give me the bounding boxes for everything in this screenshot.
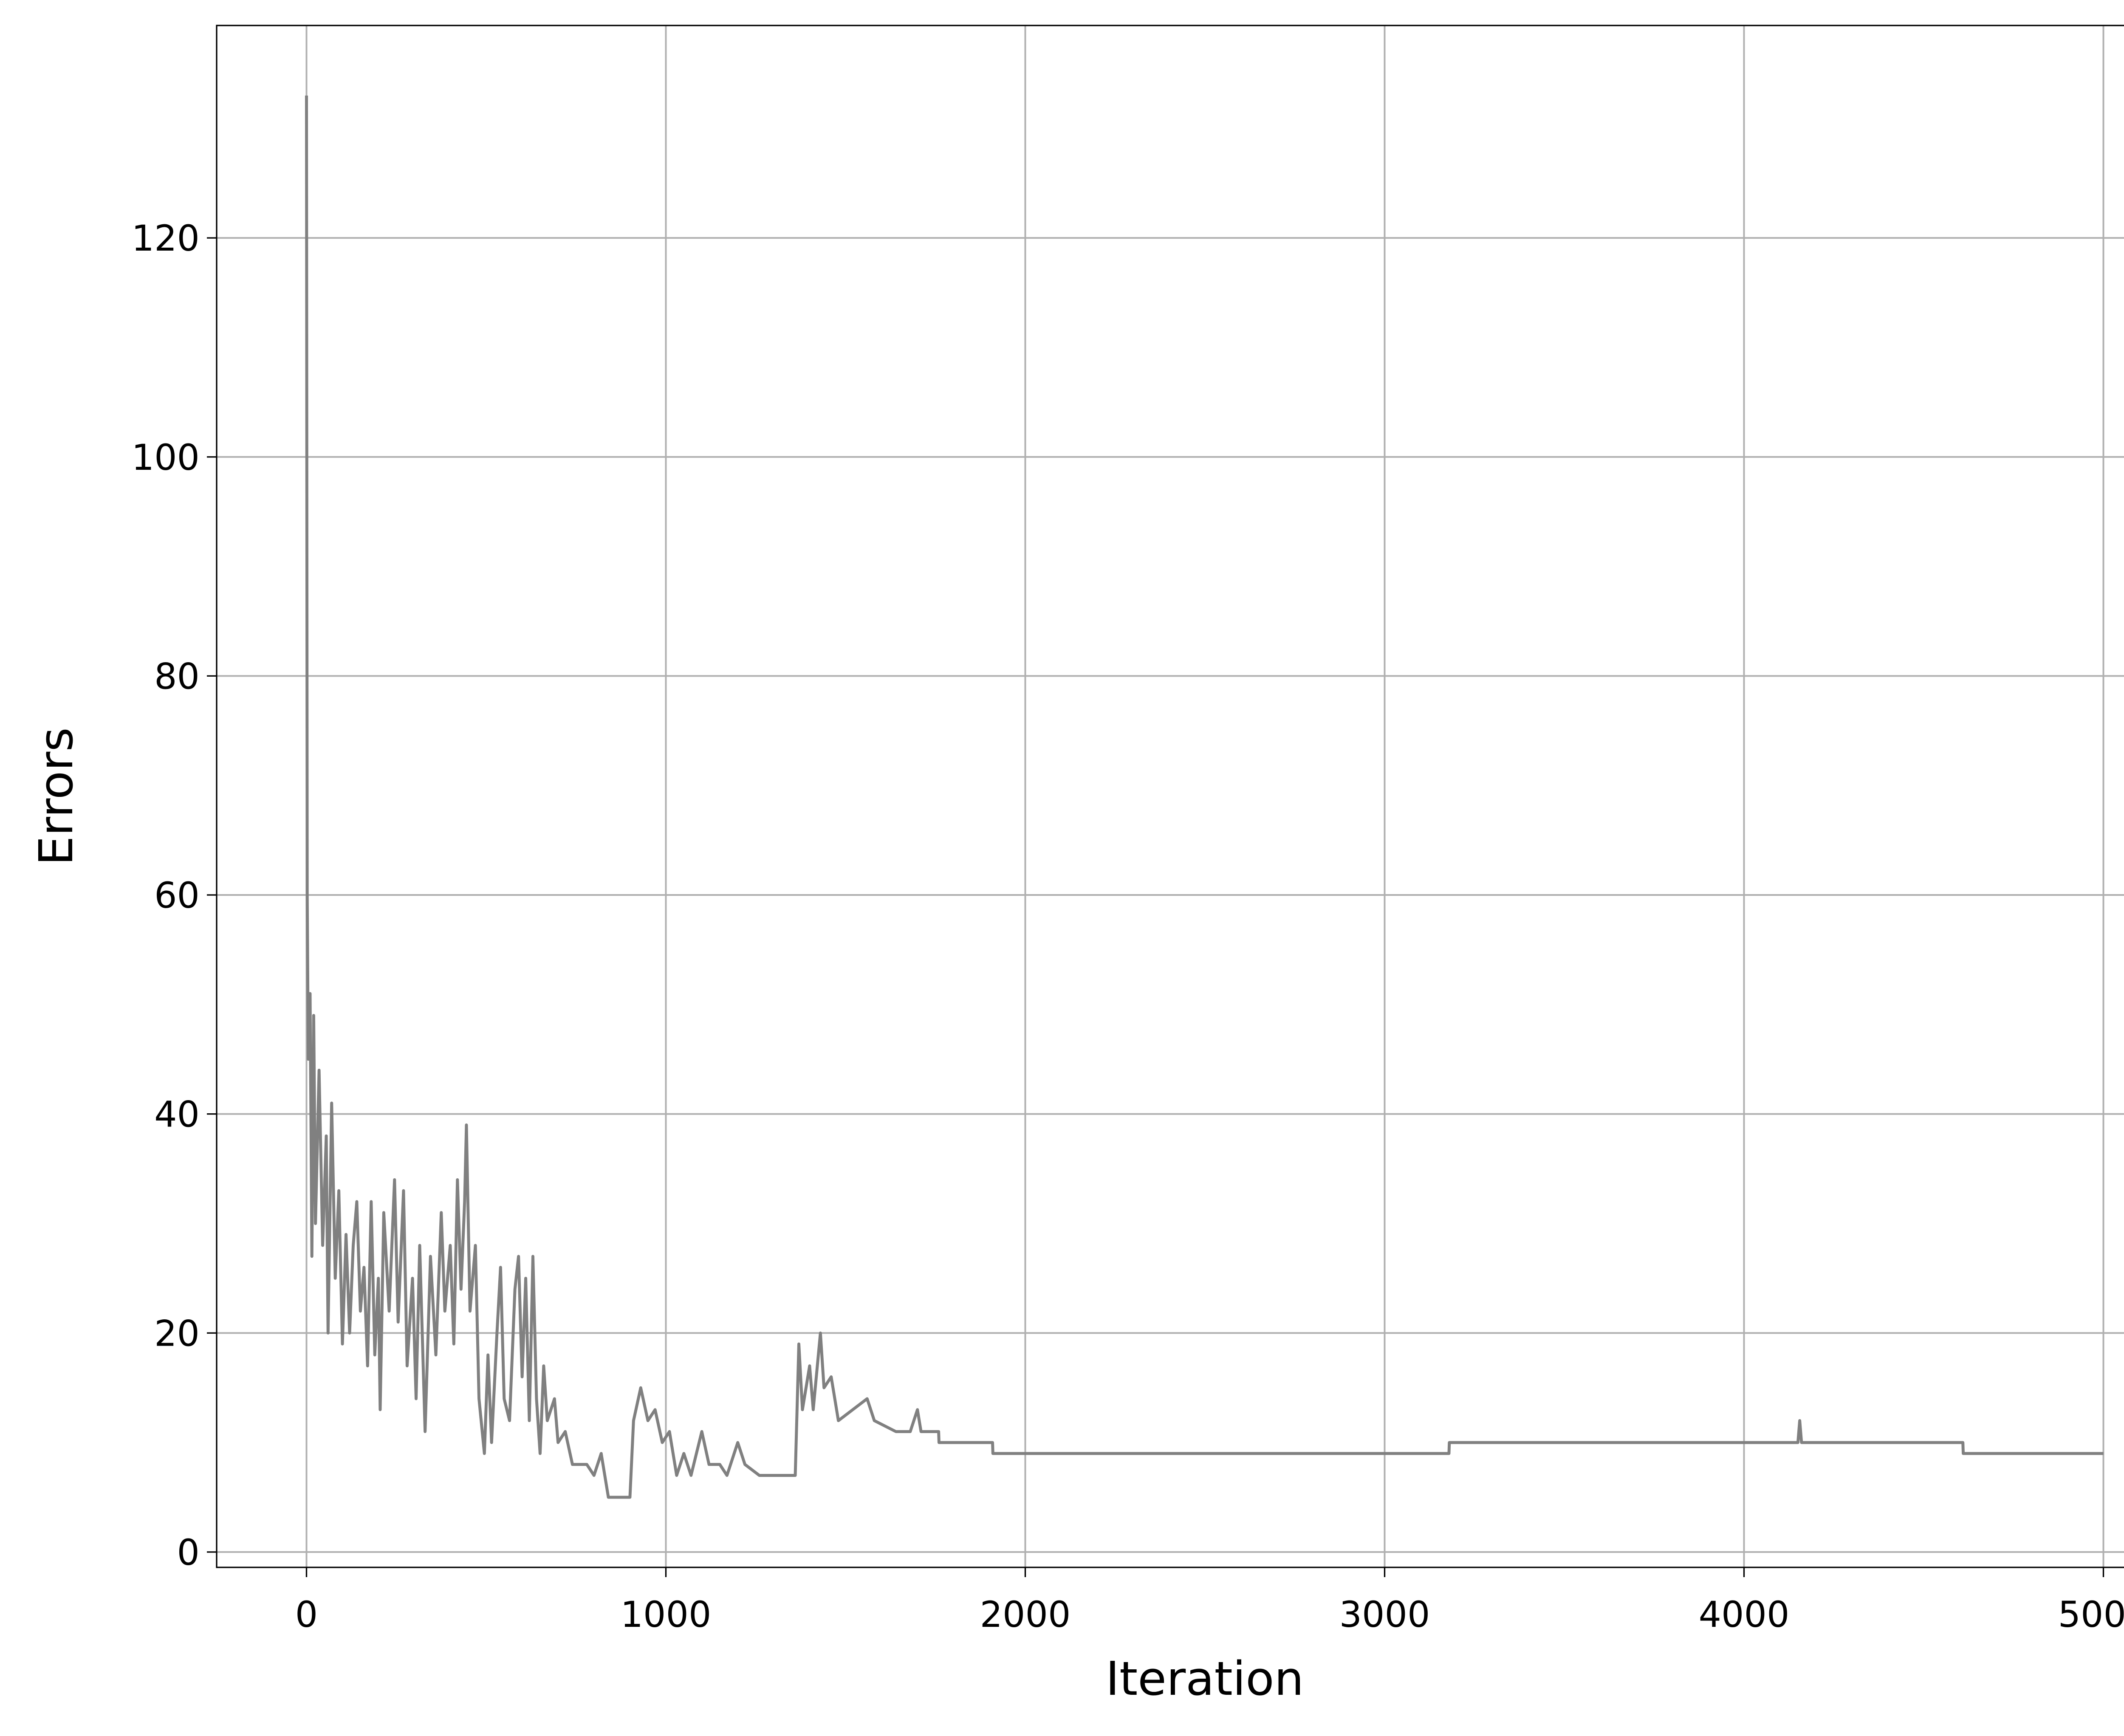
y-tick-label: 80 — [154, 655, 200, 697]
x-tick-label: 3000 — [1339, 1594, 1430, 1635]
axes-frame — [216, 25, 2124, 1568]
y-tick-label: 40 — [154, 1094, 200, 1135]
grid — [217, 25, 2124, 1567]
data-line — [305, 95, 2104, 1499]
y-tick-label: 100 — [132, 437, 200, 478]
y-tick-label: 20 — [154, 1313, 200, 1354]
y-tick-label: 120 — [132, 217, 200, 259]
x-tick-label: 2000 — [980, 1594, 1071, 1635]
plot-area — [305, 95, 2104, 1499]
y-tick-label: 60 — [154, 875, 200, 916]
x-tick-label: 1000 — [621, 1594, 712, 1635]
y-tick-label: 0 — [177, 1532, 200, 1573]
y-axis-label: Errors — [29, 727, 83, 865]
x-tick-label: 4000 — [1699, 1594, 1790, 1635]
x-tick-label: 0 — [295, 1594, 318, 1635]
x-axis-label: Iteration — [1106, 1651, 1304, 1706]
